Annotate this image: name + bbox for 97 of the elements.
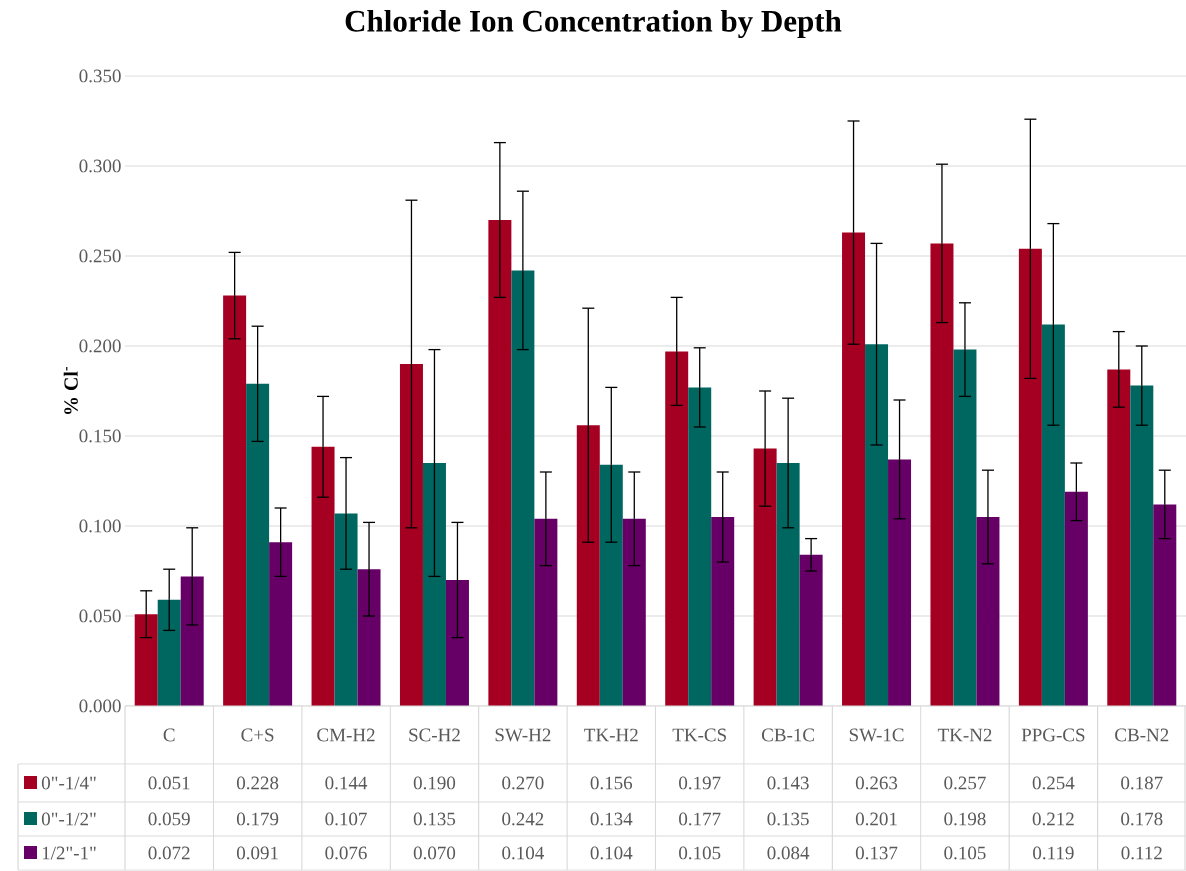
data-label: 0.072: [148, 846, 190, 860]
x-tick-label: C+S: [241, 728, 274, 742]
bar: [865, 344, 889, 706]
data-label: 0.134: [590, 812, 633, 826]
data-label: 0.104: [502, 846, 544, 860]
data-label: 0.104: [590, 846, 633, 860]
y-tick-label: 0.350: [79, 69, 121, 83]
bar: [1041, 324, 1065, 706]
data-label: 0.257: [944, 776, 986, 790]
data-label: 0.135: [767, 812, 809, 826]
data-label: 0.198: [944, 812, 986, 826]
bar: [1018, 248, 1042, 706]
bar: [888, 459, 912, 706]
data-label: 0.178: [1121, 812, 1163, 826]
data-label: 0.254: [1032, 776, 1075, 790]
data-label: 0.143: [767, 776, 809, 790]
data-label: 0.270: [502, 776, 544, 790]
data-label: 0.156: [590, 776, 633, 790]
bar: [311, 446, 335, 706]
bar: [1107, 369, 1131, 706]
x-tick-label: C: [163, 728, 175, 742]
data-label: 0.091: [236, 846, 278, 860]
bar: [269, 542, 293, 706]
bar: [711, 517, 735, 706]
data-label: 0.242: [502, 812, 544, 826]
data-label: 0.112: [1121, 846, 1162, 860]
bar: [622, 518, 646, 706]
bar: [953, 349, 977, 706]
x-tick-label: CB-N2: [1115, 728, 1169, 742]
data-label: 0.051: [148, 776, 190, 790]
bar: [842, 232, 866, 706]
y-tick-label: 0.150: [79, 429, 121, 443]
bar: [930, 243, 954, 706]
y-tick-label: 0.300: [79, 159, 121, 173]
bar: [1064, 491, 1088, 706]
data-label: 0.137: [855, 846, 898, 860]
bar: [180, 576, 204, 706]
bar: [445, 580, 469, 706]
x-tick-label: CB-1C: [761, 728, 814, 742]
bar: [976, 517, 1000, 706]
chart-title: Chloride Ion Concentration by Depth: [345, 9, 842, 39]
legend-label: 1/2"-1": [42, 846, 96, 860]
bar: [334, 513, 358, 706]
data-label: 0.144: [325, 776, 368, 790]
bar: [688, 387, 712, 706]
y-axis-title: % Cl$^{-}$: [63, 366, 78, 415]
x-tick-label: SW-H2: [495, 728, 551, 742]
bar: [357, 569, 381, 706]
data-label: 0.070: [413, 846, 456, 860]
bar: [422, 463, 446, 706]
legend-label: 0"-1/4": [41, 776, 96, 790]
bar: [1130, 385, 1154, 706]
bar: [776, 463, 800, 706]
bar: [753, 448, 777, 706]
data-label: 0.076: [325, 846, 367, 860]
y-tick-label: 0.250: [79, 249, 121, 263]
bar: [576, 425, 600, 706]
x-tick-label: CM-H2: [317, 728, 375, 742]
x-tick-label: PPG-CS: [1021, 728, 1085, 742]
data-label: 0.107: [325, 812, 367, 826]
bar: [599, 464, 623, 706]
bar: [223, 295, 247, 706]
data-label: 0.212: [1032, 812, 1074, 826]
data-label: 0.187: [1121, 776, 1163, 790]
data-label: 0.179: [236, 812, 279, 826]
data-label: 0.059: [148, 812, 190, 826]
data-label: 0.177: [679, 812, 721, 826]
data-label: 0.105: [944, 846, 986, 860]
bar: [511, 270, 535, 706]
data-label: 0.105: [679, 846, 721, 860]
bar: [157, 599, 181, 706]
bar: [134, 614, 158, 706]
data-label: 0.190: [413, 776, 456, 790]
y-tick-label: 0.000: [79, 699, 121, 713]
bar: [1153, 504, 1177, 706]
bar: [665, 351, 689, 706]
x-tick-label: TK-CS: [672, 728, 726, 742]
y-tick-label: 0.050: [79, 609, 121, 623]
data-label: 0.228: [236, 776, 279, 790]
y-tick-label: 0.200: [79, 339, 121, 353]
bar: [399, 364, 423, 706]
data-label: 0.084: [767, 846, 810, 860]
bar: [799, 554, 823, 706]
x-tick-label: TK-N2: [937, 728, 992, 742]
data-label: 0.201: [855, 812, 897, 826]
bar: [488, 220, 512, 706]
y-tick-label: 0.100: [79, 519, 121, 533]
data-label: 0.119: [1033, 846, 1074, 860]
x-tick-label: SC-H2: [409, 728, 460, 742]
data-label: 0.135: [413, 812, 456, 826]
legend-label: 0"-1/2": [41, 812, 96, 826]
data-label: 0.197: [679, 776, 721, 790]
x-tick-label: SW-1C: [849, 728, 904, 742]
x-tick-label: TK-H2: [584, 728, 638, 742]
data-label: 0.263: [855, 776, 898, 790]
bar: [246, 383, 270, 706]
bar: [534, 518, 558, 706]
